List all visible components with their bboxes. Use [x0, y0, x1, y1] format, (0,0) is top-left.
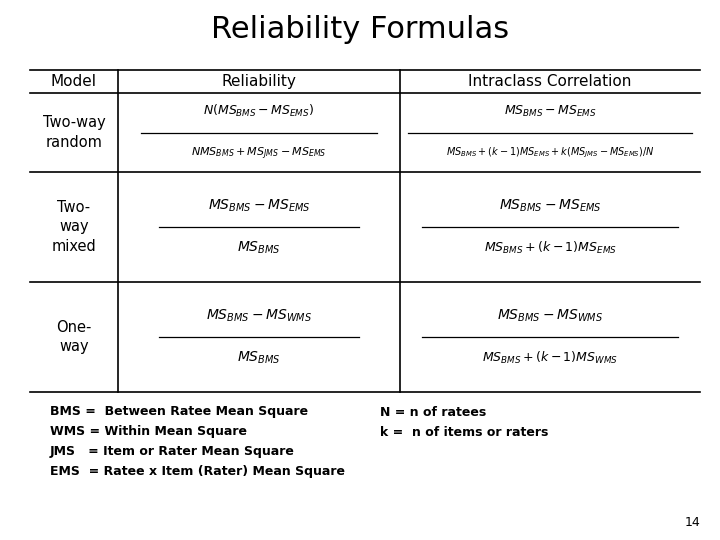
Text: Two-way
random: Two-way random: [42, 115, 105, 150]
Text: $MS_{BMS} + (k-1)MS_{EMS}$: $MS_{BMS} + (k-1)MS_{EMS}$: [484, 240, 616, 256]
Text: $MS_{BMS} - MS_{WMS}$: $MS_{BMS} - MS_{WMS}$: [206, 308, 312, 324]
Text: $MS_{BMS} + (k-1)MS_{WMS}$: $MS_{BMS} + (k-1)MS_{WMS}$: [482, 350, 618, 366]
Text: One-
way: One- way: [56, 320, 91, 354]
Text: $MS_{BMS} - MS_{EMS}$: $MS_{BMS} - MS_{EMS}$: [504, 104, 596, 119]
Text: Model: Model: [51, 74, 97, 89]
Text: BMS =  Between Ratee Mean Square: BMS = Between Ratee Mean Square: [50, 406, 308, 419]
Text: $MS_{BMS}$: $MS_{BMS}$: [237, 350, 281, 367]
Text: $MS_{BMS} - MS_{WMS}$: $MS_{BMS} - MS_{WMS}$: [497, 308, 603, 324]
Text: Reliability: Reliability: [222, 74, 297, 89]
Text: WMS = Within Mean Square: WMS = Within Mean Square: [50, 426, 247, 438]
Text: 14: 14: [684, 516, 700, 529]
Text: EMS  = Ratee x Item (Rater) Mean Square: EMS = Ratee x Item (Rater) Mean Square: [50, 465, 345, 478]
Text: k =  n of items or raters: k = n of items or raters: [380, 426, 549, 438]
Text: $MS_{BMS}$: $MS_{BMS}$: [237, 240, 281, 256]
Text: Two-
way
mixed: Two- way mixed: [52, 200, 96, 254]
Text: N = n of ratees: N = n of ratees: [380, 406, 486, 419]
Text: Intraclass Correlation: Intraclass Correlation: [468, 74, 631, 89]
Text: $N(MS_{BMS} - MS_{EMS})$: $N(MS_{BMS} - MS_{EMS})$: [203, 103, 315, 119]
Text: $NMS_{BMS} + MS_{JMS} - MS_{EMS}$: $NMS_{BMS} + MS_{JMS} - MS_{EMS}$: [192, 145, 327, 162]
Text: $MS_{BMS} - MS_{EMS}$: $MS_{BMS} - MS_{EMS}$: [207, 198, 310, 214]
Text: Reliability Formulas: Reliability Formulas: [211, 16, 509, 44]
Text: JMS   = Item or Rater Mean Square: JMS = Item or Rater Mean Square: [50, 446, 295, 458]
Text: $MS_{BMS} + (k-1)MS_{EMS} + k(MS_{JMS} - MS_{EMS})/N$: $MS_{BMS} + (k-1)MS_{EMS} + k(MS_{JMS} -…: [446, 145, 654, 160]
Text: $MS_{BMS} - MS_{EMS}$: $MS_{BMS} - MS_{EMS}$: [499, 198, 601, 214]
